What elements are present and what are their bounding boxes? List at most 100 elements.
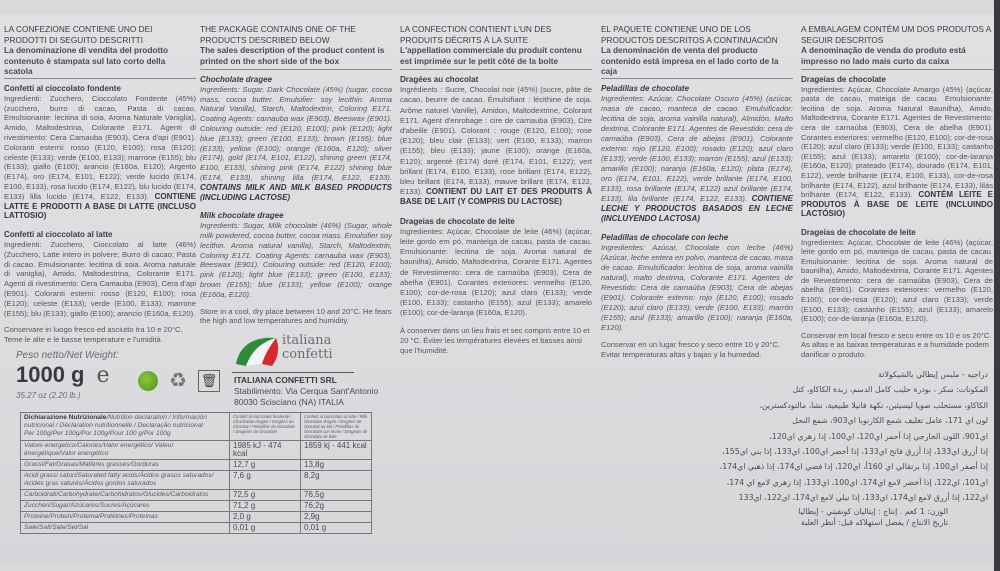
product-1-title: Peladillas de chocolate bbox=[601, 83, 690, 93]
logo-text-2: confetti bbox=[282, 347, 333, 362]
nutrient-value-milk: 8,2g bbox=[300, 470, 372, 490]
header-caption: LA CONFECTION CONTIENT L'UN DES PRODUITS… bbox=[400, 24, 552, 45]
nutrient-value-milk: 76,5g bbox=[300, 489, 372, 501]
nutrient-value-dark: 0,01 g bbox=[229, 522, 301, 534]
net-weight: Peso netto/Net Weight: 1000 g e 35.27 oz … bbox=[16, 350, 119, 401]
weight-imperial: 35.27 oz (2.20 lb.) bbox=[16, 391, 81, 400]
nutrition-header-row: Dichiarazione Nutrizionale/Nutrition dec… bbox=[20, 412, 372, 441]
nutrition-row: Sale/Salt/Sale/Sel/Sal 0,01 g 0,01 g bbox=[20, 522, 372, 534]
product-1-ingredients: Ingredienti: Zucchero, Cioccolato Fonden… bbox=[4, 93, 196, 201]
nutrition-col1-header: Confetti al cioccolato fondente / Chocho… bbox=[229, 412, 301, 441]
arabic-line: الكاكاو، مستحلب صويا ليسيثين، نكهة فانيل… bbox=[759, 400, 988, 410]
company-address-2: 80030 Scisciano (NA) ITALIA bbox=[234, 397, 344, 408]
recycle-icon: ♻ bbox=[169, 370, 187, 392]
product-2-ingredients: Ingredientes: Azúcar, Chocolate con lech… bbox=[601, 242, 793, 332]
header-caption: A EMBALAGEM CONTÉM UM DOS PRODUTOS A SEG… bbox=[801, 24, 991, 45]
storage-instructions: À conserver dans un lieu frais et sec co… bbox=[400, 325, 590, 356]
column-header: A EMBALAGEM CONTÉM UM DOS PRODUTOS A SEG… bbox=[801, 24, 993, 70]
arabic-line: لون اي 171، عامل تغليف شمع الكارنوبا اي9… bbox=[792, 416, 988, 426]
header-caption: EL PAQUETE CONTIENE UNO DE LOS PRODUCTOS… bbox=[601, 24, 778, 45]
weight-value: 1000 g bbox=[16, 362, 85, 387]
product-2-ingredients: Ingredientes: Açúcar, Chocolate de leite… bbox=[400, 226, 592, 318]
nutrition-row: Zuccheri/Sugar/Azúcares/Sucres/Açúcares 7… bbox=[20, 500, 372, 512]
recycling-icons: ♻ 🗑 bbox=[138, 370, 220, 392]
arabic-line: الوزن: 1 كغم . إنتاج : إيتاليان كونفيتي … bbox=[798, 506, 948, 516]
product-1-allergens: CONTAINS MILK AND MILK BASED PRODUCTS (I… bbox=[200, 182, 392, 202]
product-1-title: Confetti al cioccolato fondente bbox=[4, 83, 121, 93]
column-fr: LA CONFECTION CONTIENT L'UN DES PRODUITS… bbox=[400, 24, 592, 356]
arabic-line: اي101، اي122، إذا أخضر لامع اي174، اي100… bbox=[726, 477, 988, 487]
nutrition-row: Grassi/Fat/Grasas/Matières grasses/Gordu… bbox=[20, 459, 372, 471]
header-caption: LA CONFEZIONE CONTIENE UNO DEI PRODOTTI … bbox=[4, 24, 153, 45]
nutrition-row: Carboidrati/Carbohydrate/Carbohidratos/G… bbox=[20, 489, 372, 501]
nutrition-row: Acidi grassi saturi/Saturated fatty acid… bbox=[20, 470, 372, 490]
nutrient-value-dark: 7,6 g bbox=[229, 470, 301, 490]
nutrition-title-rest: /Nutrition declaration / Información nut… bbox=[24, 414, 207, 429]
product-1-ingredients: Ingredientes: Azúcar, Chocolate Oscuro (… bbox=[601, 93, 793, 203]
nutrient-value-milk: 1859 kj - 441 kcal bbox=[300, 440, 372, 460]
nutrition-per: Per 100g/Per 100g/Por 100g/Pour 100 g/Po… bbox=[24, 430, 171, 437]
green-dot-icon bbox=[138, 371, 158, 391]
estimated-sign-icon: e bbox=[96, 363, 110, 388]
header-subcaption: La denominazione di vendita del prodotto… bbox=[4, 45, 169, 77]
product-2-title: Drageias de chocolate de leite bbox=[400, 216, 515, 226]
column-pt: A EMBALAGEM CONTÉM UM DOS PRODUTOS A SEG… bbox=[801, 24, 993, 360]
company-address-1: Stabilimento: Via Cerqua Sant'Antonio bbox=[234, 386, 379, 397]
storage-instructions: Store in a cool, dry place between 10 an… bbox=[200, 306, 392, 326]
product-2-title: Drageias de chocolate de leite bbox=[801, 227, 916, 237]
header-subcaption: The sales description of the product con… bbox=[200, 45, 385, 66]
nutrient-label: Zuccheri/Sugar/Azúcares/Sucres/Açúcares bbox=[20, 500, 230, 512]
product-1-ingredients: Ingrédients : Sucre, Chocolat noir (45%)… bbox=[400, 85, 592, 197]
header-subcaption: La denominación de venta del producto co… bbox=[601, 45, 779, 77]
nutrition-row: Valore energetico/Calories/Valor energét… bbox=[20, 440, 372, 460]
product-1-allergens: CONTIENE LECHE Y PRODUCTOS BASADOS EN LE… bbox=[601, 193, 793, 223]
product-2-title: Peladillas de chocolate con leche bbox=[601, 232, 729, 242]
company-info: ITALIANA CONFETTI SRL Stabilimento: Via … bbox=[234, 375, 378, 409]
italiana-confetti-logo: italiana confetti bbox=[232, 330, 382, 370]
product-2-ingredients: Ingredients: Sugar, Milk chocolate (46%)… bbox=[200, 221, 392, 299]
arabic-text: دراجيه - ملبس إيطالي بالشيكولاتة المكونات… bbox=[720, 367, 988, 528]
nutrition-table: Dichiarazione Nutrizionale/Nutrition dec… bbox=[20, 412, 372, 534]
nutrition-row: Proteine/Protein/Proteína/Protéines/Prot… bbox=[20, 511, 372, 523]
product-1-title: Drageias de chocolate bbox=[801, 75, 886, 84]
nutrient-value-dark: 12,7 g bbox=[229, 459, 301, 471]
product-1-allergens: CONTÉM LEITE E PRODUTOS À BASE DE LEITE … bbox=[801, 190, 993, 219]
column-header: THE PACKAGE CONTAINS ONE OF THE PRODUCTS… bbox=[200, 24, 392, 70]
product-1-text: Ingredientes: Azúcar, Chocolate Oscuro (… bbox=[601, 94, 793, 224]
product-2-ingredients: Ingredientes: Açúcar, Chocolate de leite… bbox=[801, 237, 993, 324]
nutrient-value-milk: 76,2g bbox=[300, 500, 372, 512]
nutrient-value-milk: 0,01 g bbox=[300, 522, 372, 534]
box-edge bbox=[994, 0, 1000, 571]
column-header: LA CONFEZIONE CONTIENE UNO DEI PRODOTTI … bbox=[4, 24, 196, 79]
nutrition-title: Dichiarazione Nutrizionale bbox=[24, 414, 107, 421]
product-2-title: Confetti al cioccolato al latte bbox=[4, 230, 113, 240]
nutrient-value-dark: 71,2 g bbox=[229, 500, 301, 512]
nutrient-label: Grassi/Fat/Grasas/Matières grasses/Gordu… bbox=[20, 459, 230, 471]
arabic-line: تاريخ الانتاج / يفضل استهلاكه قبل: أنظر … bbox=[800, 517, 948, 527]
storage-instructions: Conservare in luogo fresco ed asciutto t… bbox=[4, 325, 183, 345]
nutrient-value-dark: 2,0 g bbox=[229, 511, 301, 523]
arabic-line: دراجيه - ملبس إيطالي بالشيكولاتة bbox=[878, 370, 988, 379]
logo-text-1: italiana bbox=[282, 333, 332, 348]
arabic-line: إذا أصفر اي100، إذا برتقالي اي 160أ، اي1… bbox=[719, 462, 988, 472]
nutrient-value-dark: 72,5 g bbox=[229, 489, 301, 501]
arabic-line: المكونات: سكر ، بودرة حليب كامل الدسم، ز… bbox=[792, 385, 988, 395]
arabic-line: اي901، اللون الخارجي إذا أحمر اي120، اي1… bbox=[769, 431, 988, 441]
weight-label: Peso netto/ bbox=[16, 350, 67, 361]
product-1-text: Ingredienti: Zucchero, Cioccolato Fonden… bbox=[4, 94, 196, 221]
product-1-title: Dragées au chocolat bbox=[400, 75, 479, 84]
nutrient-label: Sale/Salt/Sale/Sel/Sal bbox=[20, 522, 230, 534]
company-name: ITALIANA CONFETTI SRL bbox=[234, 375, 337, 385]
column-es: EL PAQUETE CONTIENE UNO DE LOS PRODUCTOS… bbox=[601, 24, 793, 360]
nutrient-label: Carboidrati/Carbohydrate/Carbohidratos/G… bbox=[20, 489, 230, 501]
divider bbox=[232, 372, 354, 373]
nutrient-value-dark: 1985 kJ - 474 kcal bbox=[229, 440, 301, 460]
tidyman-bin-icon: 🗑 bbox=[198, 370, 220, 392]
nutrient-value-milk: 2,9g bbox=[300, 511, 372, 523]
header-caption: THE PACKAGE CONTAINS ONE OF THE PRODUCTS… bbox=[200, 24, 356, 45]
flag-swirl-icon bbox=[236, 337, 279, 366]
column-it: LA CONFEZIONE CONTIENE UNO DEI PRODOTTI … bbox=[4, 24, 196, 345]
column-en: THE PACKAGE CONTAINS ONE OF THE PRODUCTS… bbox=[200, 24, 392, 326]
product-2-title: Milk chocolate dragee bbox=[200, 211, 284, 221]
product-1-title: Chocholate dragee bbox=[200, 75, 273, 84]
